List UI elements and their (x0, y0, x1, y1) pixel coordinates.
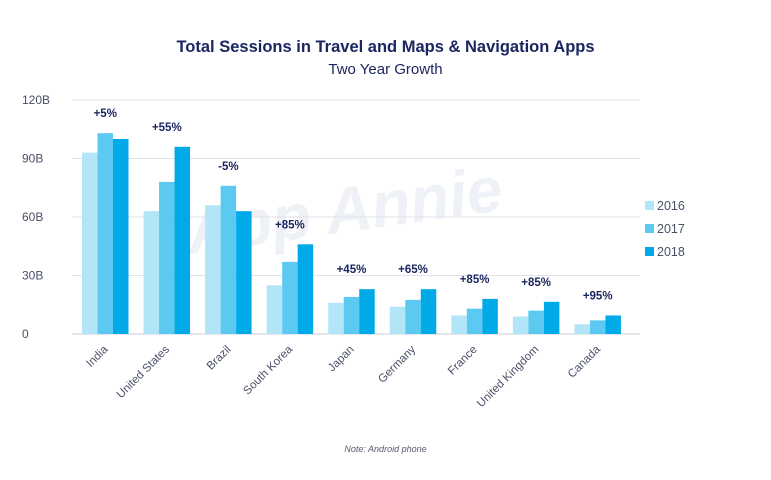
growth-label: +5% (94, 108, 117, 120)
bar-2016 (205, 205, 221, 334)
bar-2018 (236, 211, 252, 334)
y-tick-label: 120B (22, 93, 50, 107)
category-label: Japan (326, 344, 357, 375)
legend-label: 2017 (657, 222, 685, 236)
bar-2017 (159, 181, 175, 334)
chart-subtitle: Two Year Growth (328, 61, 443, 78)
bar-2017 (97, 133, 113, 334)
bar-2016 (328, 302, 344, 334)
bar-2017 (528, 310, 544, 334)
bar-2017 (405, 299, 421, 334)
bar-2018 (420, 289, 437, 334)
bar-2017 (589, 320, 606, 334)
chart-title: Total Sessions in Travel and Maps & Navi… (176, 38, 595, 56)
category-label: South Korea (241, 343, 295, 397)
bar-2018 (482, 298, 498, 334)
legend-label: 2018 (657, 245, 685, 259)
legend-swatch-2018 (645, 247, 654, 256)
bar-2018 (297, 244, 314, 334)
growth-label: +85% (521, 277, 551, 289)
category-label: France (446, 344, 480, 378)
category-label: United States (115, 343, 172, 400)
y-tick-label: 90B (22, 152, 43, 166)
y-tick-label: 30B (22, 269, 43, 283)
bar-2018 (113, 139, 129, 334)
bar-2017 (282, 261, 298, 334)
bar-2018 (543, 301, 560, 334)
category-label: Canada (566, 343, 603, 380)
category-label: Brazil (205, 344, 234, 373)
category-label: Germany (376, 343, 418, 385)
category-label: India (84, 343, 111, 370)
bar-2016 (266, 285, 283, 334)
growth-label: +95% (583, 290, 613, 302)
legend-swatch-2017 (645, 224, 654, 233)
bar-2017 (220, 185, 237, 334)
bar-2017 (343, 296, 360, 334)
bar-2018 (174, 146, 191, 334)
y-tick-label: 0 (22, 327, 29, 341)
growth-label: +55% (152, 122, 182, 134)
growth-label: -5% (218, 161, 238, 173)
legend-label: 2016 (657, 199, 685, 213)
chart-note: Note: Android phone (344, 444, 427, 454)
bar-2017 (466, 308, 483, 334)
bar-2016 (143, 211, 160, 334)
y-tick-label: 60B (22, 210, 43, 224)
bar-2018 (359, 289, 375, 334)
category-label: United Kingdom (475, 344, 541, 410)
bar-2016 (389, 306, 406, 334)
bar-2018 (605, 315, 621, 334)
bar-2016 (82, 152, 98, 334)
bar-2016 (512, 316, 529, 334)
growth-label: +85% (275, 219, 305, 231)
growth-label: +45% (337, 264, 367, 276)
legend-swatch-2016 (645, 201, 654, 210)
growth-label: +85% (460, 274, 490, 286)
bar-2016 (451, 315, 467, 334)
bar-2016 (574, 324, 590, 334)
growth-label: +65% (398, 264, 428, 276)
